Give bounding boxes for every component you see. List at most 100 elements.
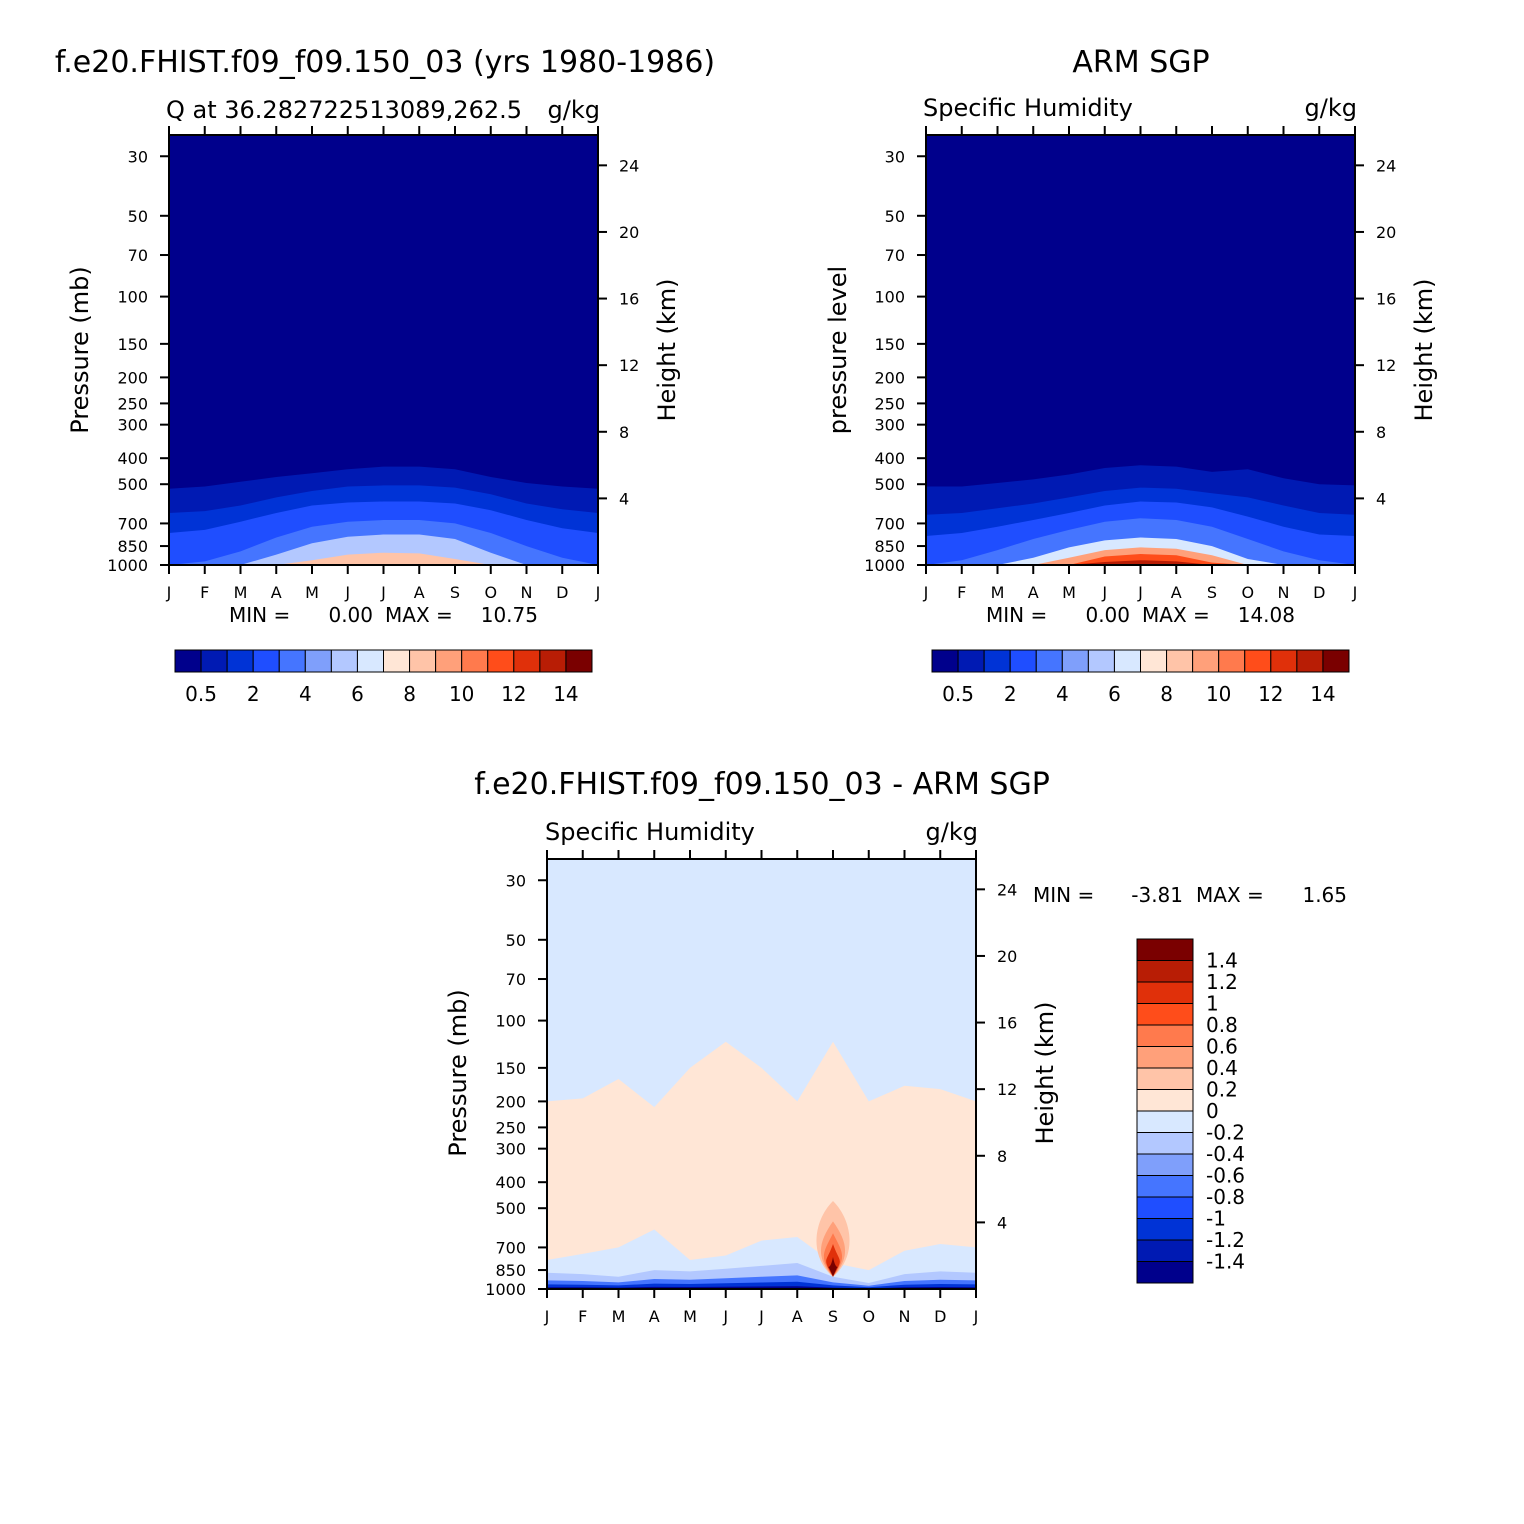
x-tick-label: N: [521, 583, 533, 602]
colorbar-box: [1244, 649, 1272, 673]
panel-diff-ylabel-right: Height (km): [1031, 1002, 1059, 1145]
y-right-tick-label: 24: [619, 156, 639, 175]
panel-diff-min-label: MIN =: [1033, 883, 1094, 907]
y-right-tick-label: 12: [1376, 356, 1396, 375]
colorbar-box: [1136, 960, 1194, 983]
x-tick-label: J: [1352, 583, 1358, 602]
panel-diff-title: f.e20.FHIST.f09_f09.150_03 - ARM SGP: [474, 767, 1050, 802]
colorbar-label: 14: [553, 682, 578, 706]
x-tick-label: D: [1313, 583, 1325, 602]
y-tick-label: 850: [117, 537, 148, 556]
panel-diff-max-value: 1.65: [1302, 883, 1347, 907]
y-tick-label: 250: [874, 394, 905, 413]
colorbar-box: [1061, 649, 1089, 673]
x-tick-label: A: [1171, 583, 1182, 602]
y-tick-label: 100: [874, 288, 905, 307]
panel-obs-colorbar: 0.5 2 4 6 8 10 12 14: [931, 649, 1350, 706]
panel-model-max-label: MAX =: [385, 603, 453, 627]
colorbar-label: 14: [1310, 682, 1335, 706]
colorbar-label: -0.4: [1206, 1142, 1245, 1166]
colorbar-box: [1296, 649, 1324, 673]
y-right-tick-label: 8: [619, 423, 629, 442]
colorbar-label: 0.4: [1206, 1056, 1238, 1080]
panel-model-ylabel: Pressure (mb): [66, 266, 94, 433]
colorbar-label: -1: [1206, 1207, 1226, 1231]
colorbar-label: 10: [449, 682, 474, 706]
colorbar-box: [1136, 1175, 1194, 1198]
colorbar-box: [356, 649, 384, 673]
colorbar-box: [487, 649, 515, 673]
colorbar-box: [461, 649, 489, 673]
y-right-tick-label: 12: [997, 1080, 1017, 1099]
y-right-tick-label: 16: [997, 1014, 1017, 1033]
y-right-tick-label: 24: [1376, 156, 1396, 175]
colorbar-box: [1136, 1261, 1194, 1284]
colorbar-box: [1322, 649, 1350, 673]
contour-band-plume: [828, 1257, 838, 1277]
y-tick-label: 1000: [485, 1280, 526, 1299]
panel-model-min-label: MIN =: [229, 603, 290, 627]
panel-obs-contours: [926, 135, 1355, 565]
colorbar-box: [1035, 649, 1063, 673]
panel-obs-ylabel-right: Height (km): [1410, 279, 1438, 422]
colorbar-label: -1.2: [1206, 1228, 1245, 1252]
colorbar-label: 6: [1108, 682, 1121, 706]
colorbar-box: [1166, 649, 1194, 673]
x-tick-label: J: [973, 1307, 979, 1326]
y-tick-label: 200: [117, 368, 148, 387]
x-tick-label: S: [1207, 583, 1217, 602]
panel-model-subtitle-right: g/kg: [548, 96, 600, 124]
panel-diff-axes: J F M A M J J A S O N D J 30 50 70 100 150 200 250 300 400 500…: [485, 850, 1017, 1326]
colorbar-label: 4: [299, 682, 312, 706]
x-tick-label: A: [792, 1307, 803, 1326]
colorbar-label: 6: [351, 682, 364, 706]
x-tick-label: M: [234, 583, 248, 602]
colorbar-box: [1136, 1024, 1194, 1047]
colorbar-box: [983, 649, 1011, 673]
y-right-tick-label: 16: [619, 290, 639, 309]
panel-obs-title: ARM SGP: [1072, 45, 1209, 80]
y-tick-label: 500: [117, 475, 148, 494]
colorbar-box: [435, 649, 463, 673]
y-tick-label: 700: [495, 1238, 526, 1257]
x-tick-label: J: [1101, 583, 1107, 602]
colorbar-label: 8: [403, 682, 416, 706]
colorbar-box: [539, 649, 567, 673]
y-tick-label: 300: [117, 416, 148, 435]
x-tick-label: J: [595, 583, 601, 602]
colorbar-box: [1113, 649, 1141, 673]
panel-diff-min-value: -3.81: [1131, 883, 1183, 907]
colorbar-label: 8: [1160, 682, 1173, 706]
colorbar-label: 0.2: [1206, 1078, 1238, 1102]
colorbar-box: [1009, 649, 1037, 673]
colorbar-box: [226, 649, 254, 673]
y-tick-label: 500: [495, 1199, 526, 1218]
colorbar-label: -0.2: [1206, 1121, 1245, 1145]
y-tick-label: 200: [874, 368, 905, 387]
y-tick-label: 70: [128, 246, 148, 265]
panel-diff-max-label: MAX =: [1196, 883, 1264, 907]
y-tick-label: 200: [495, 1092, 526, 1111]
y-tick-label: 300: [874, 416, 905, 435]
contour-band-14: [926, 560, 1355, 565]
y-tick-label: 30: [506, 871, 526, 890]
y-tick-label: 400: [874, 449, 905, 468]
x-tick-label: O: [862, 1307, 875, 1326]
colorbar-box: [1136, 1132, 1194, 1155]
y-tick-label: 1000: [107, 556, 148, 575]
y-tick-label: 50: [128, 207, 148, 226]
y-tick-label: 100: [117, 288, 148, 307]
colorbar-box: [174, 649, 202, 673]
colorbar-box: [252, 649, 280, 673]
x-tick-label: A: [649, 1307, 660, 1326]
y-tick-label: 70: [506, 970, 526, 989]
colorbar-box: [1136, 1003, 1194, 1026]
y-right-tick-label: 20: [997, 947, 1017, 966]
colorbar-label: 1.2: [1206, 970, 1238, 994]
panel-diff-subtitle-left: Specific Humidity: [545, 818, 755, 846]
x-tick-label: J: [758, 1307, 764, 1326]
panel-model-axes: J F M A M J J A S O N D J 30 50 70 100 150 200 250 300 400 500…: [107, 126, 639, 602]
colorbar-box: [1136, 1110, 1194, 1133]
contour-band-8: [169, 534, 598, 565]
